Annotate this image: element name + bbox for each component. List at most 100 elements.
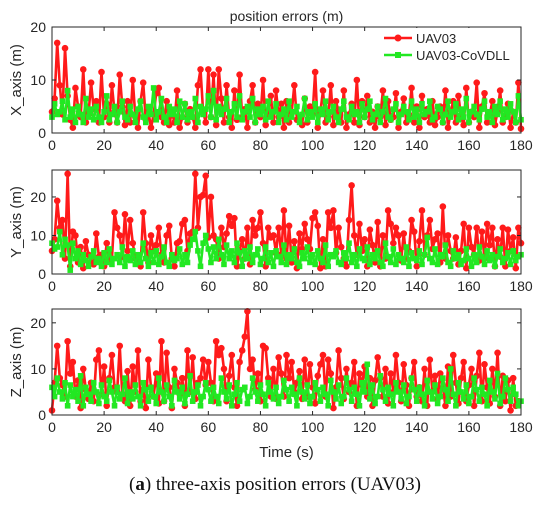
z-axis-uav03-covdll-point (260, 391, 266, 398)
z-axis-uav03-covdll-point (450, 391, 457, 398)
x-axis-uav03-point (455, 92, 462, 100)
y-axis-uav03-covdll-point (242, 248, 248, 254)
z-axis-uav03-point (283, 351, 290, 359)
x-axis-uav03-point (236, 71, 243, 78)
y-axis-uav03-covdll-point (119, 244, 126, 250)
x-axis-y-tick-label: 10 (30, 72, 46, 88)
x-axis-uav03-covdll-point (473, 111, 480, 118)
y-axis-uav03-point (238, 236, 246, 243)
y-axis-uav03-covdll-point (215, 236, 222, 243)
y-axis-uav03-point (181, 216, 189, 224)
y-axis-uav03-covdll-point (447, 263, 454, 270)
y-axis-uav03-point (343, 262, 350, 270)
y-axis-uav03-covdll-point (231, 259, 238, 266)
x-axis-uav03-covdll-point (301, 95, 308, 102)
y-axis-uav03-covdll-point (304, 244, 311, 250)
z-axis-uav03-covdll-point (445, 398, 451, 404)
x-axis-uav03-covdll-point (424, 109, 430, 115)
x-axis-uav03-point (121, 121, 129, 129)
x-axis-uav03-point (410, 119, 418, 126)
y-axis-uav03-covdll-point (85, 263, 92, 270)
z-axis-uav03-covdll-point (327, 377, 334, 384)
z-axis-x-tick-label: 20 (96, 419, 112, 435)
z-axis-uav03-point (184, 347, 191, 354)
chart-title: position errors (m) (230, 8, 344, 24)
x-axis-uav03-point (280, 124, 288, 131)
z-axis-uav03-point (327, 370, 335, 377)
y-axis-uav03-point (439, 203, 447, 210)
y-axis-uav03-covdll-point (307, 259, 313, 266)
y-axis-x-tick-label: 140 (405, 278, 429, 294)
legend-entry-uav03-marker (394, 34, 402, 42)
z-axis-uav03-covdll-point (252, 389, 259, 395)
z-axis-uav03-point (509, 374, 517, 382)
x-axis-uav03-covdll-point (260, 103, 266, 110)
x-axis-uav03-covdll-point (184, 116, 191, 123)
y-axis-uav03-point (345, 216, 353, 224)
y-axis-uav03-covdll-point (57, 228, 63, 235)
x-axis-uav03-covdll-point (486, 109, 493, 115)
z-axis-uav03-point (262, 344, 269, 352)
y-axis-uav03-point (504, 226, 512, 234)
y-axis-uav03-covdll-point (356, 246, 363, 252)
z-axis-uav03-covdll-point (111, 402, 118, 409)
z-axis-uav03-point (236, 358, 243, 366)
z-axis-uav03-covdll-point (432, 382, 438, 388)
x-axis-uav03-covdll-point (109, 111, 115, 118)
y-axis-uav03-point (275, 224, 282, 232)
y-axis-uav03-covdll-point (54, 244, 61, 250)
y-axis-uav03-covdll-point (145, 263, 152, 270)
y-axis-uav03-point (228, 222, 236, 230)
z-axis-uav03-covdll-point (234, 379, 240, 386)
y-axis-uav03-covdll-point (169, 251, 175, 258)
z-axis-uav03-covdll-point (354, 391, 360, 398)
y-axis-uav03-covdll-point (67, 267, 74, 273)
z-axis-uav03-covdll-point (372, 400, 378, 407)
x-axis-uav03-covdll-point (244, 103, 251, 110)
x-axis-uav03-covdll-point (286, 98, 292, 104)
y-axis-uav03-point (291, 237, 298, 245)
z-axis-uav03-covdll-point (494, 370, 501, 377)
z-axis-x-tick-label: 120 (353, 419, 377, 435)
y-axis-uav03-covdll-point (140, 240, 146, 246)
y-axis-uav03-covdll-point (244, 255, 251, 262)
y-axis-uav03-point (337, 243, 345, 251)
y-axis-uav03-covdll-point (507, 261, 514, 268)
x-axis-uav03-covdll-point (333, 114, 339, 120)
y-axis-uav03-point (225, 212, 233, 220)
x-axis-uav03-covdll-point (393, 101, 399, 107)
y-axis-uav03-point (139, 209, 147, 216)
x-axis-uav03-point (51, 95, 58, 102)
y-axis-uav03-covdll-point (395, 251, 402, 258)
x-axis-uav03-covdll-point (127, 103, 133, 110)
z-axis-uav03-covdll-point (64, 402, 71, 409)
z-axis-uav03-covdll-point (124, 400, 131, 407)
x-axis-uav03-point (330, 121, 337, 129)
x-axis-x-tick-label: 20 (96, 137, 112, 153)
x-axis-y-tick-label: 0 (38, 125, 46, 141)
z-axis-uav03-point (319, 351, 327, 359)
z-axis-uav03-covdll-point (447, 366, 454, 372)
z-axis-uav03-point (228, 351, 236, 359)
y-axis-uav03-covdll-point (182, 251, 188, 258)
y-axis-uav03-covdll-point (406, 263, 412, 270)
z-axis-uav03-point (470, 402, 478, 410)
z-axis-uav03-covdll-point (473, 386, 480, 393)
z-axis-x-tick-label: 100 (301, 419, 325, 435)
x-axis-uav03-covdll-point (335, 119, 342, 126)
y-axis-x-tick-label: 60 (201, 278, 217, 294)
z-axis-uav03-point (387, 370, 395, 377)
x-axis-uav03-point (327, 82, 335, 89)
z-axis-uav03-covdll-point (463, 382, 470, 388)
x-axis-uav03-point (79, 66, 87, 73)
x-axis-uav03-covdll-point (367, 98, 373, 104)
y-axis-uav03-point (327, 224, 335, 232)
y-axis-uav03-point (192, 170, 199, 178)
z-axis-uav03-point (92, 356, 100, 363)
x-axis-uav03-covdll-point (291, 109, 298, 115)
x-axis-uav03-point (87, 79, 95, 86)
x-axis-uav03-covdll-point (161, 114, 167, 120)
x-axis-uav03-covdll-point (445, 98, 451, 104)
x-axis-uav03-covdll-point (255, 106, 261, 112)
y-axis-uav03-point (468, 243, 475, 251)
